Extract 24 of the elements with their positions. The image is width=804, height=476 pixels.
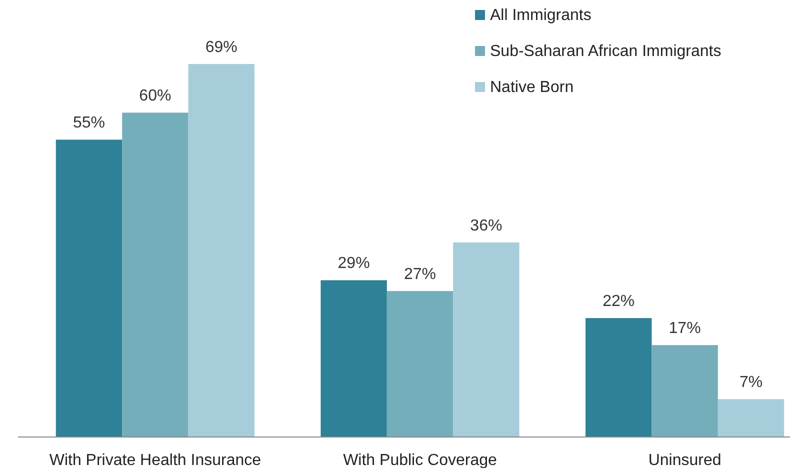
bar: [586, 318, 652, 437]
legend-label: All Immigrants: [490, 7, 592, 24]
bar: [386, 291, 454, 437]
bar: [56, 140, 122, 437]
bar: [122, 112, 188, 437]
data-label: 7%: [739, 374, 763, 392]
legend-label: Native Born: [490, 79, 574, 96]
data-label: 29%: [338, 255, 370, 272]
data-label: 22%: [602, 293, 635, 310]
data-label: 55%: [72, 114, 106, 132]
x-tick-label: With Public Coverage: [343, 452, 498, 469]
bar: [453, 242, 520, 437]
bar: [188, 64, 254, 437]
data-label: 36%: [470, 217, 502, 234]
bar: [320, 280, 387, 437]
bar: [718, 399, 784, 437]
data-label: 27%: [404, 266, 436, 284]
x-tick-label: With Private Health Insurance: [49, 452, 262, 469]
data-label: 17%: [668, 320, 701, 338]
x-tick-label: Uninsured: [648, 452, 722, 469]
data-label: 60%: [139, 88, 172, 105]
legend-label: Sub-Saharan African Immigrants: [490, 43, 722, 60]
bar: [652, 345, 718, 437]
data-label: 69%: [205, 39, 238, 56]
